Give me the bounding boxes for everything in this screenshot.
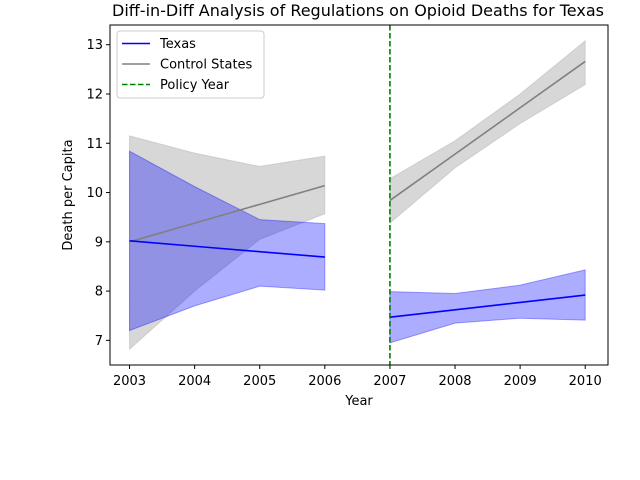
x-axis-label: Year [344,394,373,409]
texas-confidence-band-1 [129,150,326,332]
chart-title: Diff-in-Diff Analysis of Regulations on … [112,1,604,20]
confidence-bands [129,39,586,351]
x-tick-label: 2009 [504,374,537,389]
series-lines [129,60,586,318]
texas-line-segment-2 [389,294,586,318]
control-states-line-segment-2 [389,60,586,202]
y-tick-label: 9 [95,235,103,250]
y-axis-ticks: 7 8 9 10 11 12 13 [86,38,110,349]
y-tick-label: 10 [86,186,103,201]
legend-label-control-states: Control States [160,58,253,73]
x-tick-label: 2005 [243,374,276,389]
x-axis-ticks: 2003 2004 2005 2006 2007 2008 2009 2010 [113,365,602,389]
y-tick-label: 11 [86,137,103,152]
legend-box [116,30,265,99]
y-tick-label: 12 [86,87,103,102]
y-tick-label: 7 [95,334,103,349]
control-states-confidence-band-2 [389,39,586,225]
legend: Texas Control States Policy Year [116,30,265,99]
x-tick-label: 2006 [308,374,341,389]
control-states-confidence-band-1 [129,135,326,351]
x-tick-label: 2010 [569,374,602,389]
x-tick-label: 2008 [438,374,471,389]
texas-line-segment-1 [129,240,325,258]
y-tick-label: 8 [95,285,103,300]
y-tick-label: 13 [86,38,103,53]
y-axis-label: Death per Capita [61,139,76,250]
control-states-line-segment-1 [129,184,326,243]
legend-label-policy-year: Policy Year [160,78,230,93]
legend-label-texas: Texas [159,37,196,52]
plot-area [109,24,609,366]
plot-frame [109,24,609,366]
x-tick-label: 2003 [113,374,146,389]
x-tick-label: 2007 [373,374,406,389]
x-tick-label: 2004 [178,374,211,389]
